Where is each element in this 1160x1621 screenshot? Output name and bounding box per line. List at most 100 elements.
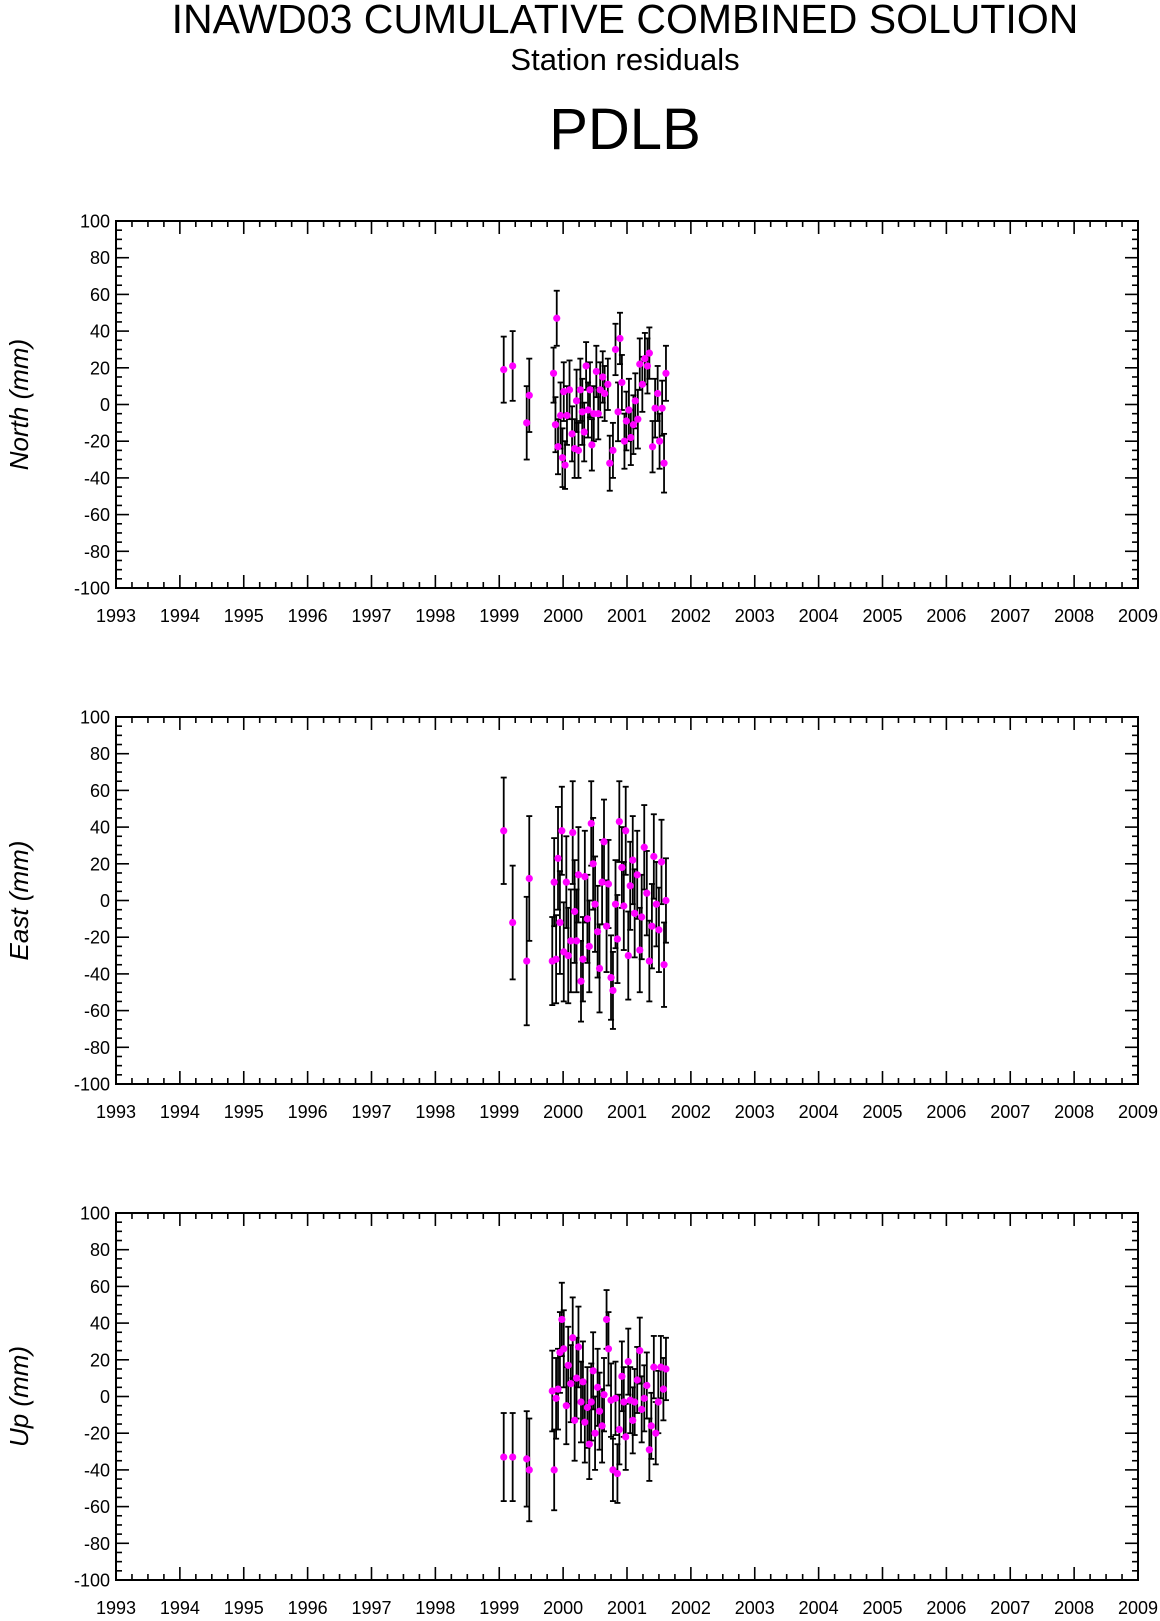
east-data-point [500,827,508,835]
north-data-point [576,386,584,394]
north-xtick-label: 2002 [671,606,711,626]
east-data-point [602,922,611,930]
up-xtick-label: 2001 [607,1598,647,1618]
north-data-point [601,389,609,398]
east-data-point [629,856,637,864]
north-data-point [660,459,668,467]
up-data-point [598,1422,606,1430]
up-data-point [548,1387,556,1395]
north-ytick-label: 100 [80,212,110,232]
east-xtick-label: 2005 [862,1102,902,1122]
north-data-point [599,373,607,381]
up-data-point [604,1345,613,1353]
east-data-point [562,878,570,886]
east-data-point [556,918,564,927]
east-data-point [589,860,597,868]
north-xtick-label: 1995 [224,606,264,626]
up-data-point [572,1374,581,1382]
east-data-point [595,964,604,972]
up-data-point [579,1378,587,1386]
east-xtick-label: 1996 [288,1102,328,1122]
east-data-point [604,880,613,888]
east-xtick-label: 2006 [926,1102,966,1122]
north-data-point [572,397,581,405]
north-data-point [553,314,561,322]
up-ytick-label: -20 [84,1424,110,1444]
up-ytick-label: 40 [90,1314,110,1334]
up-data-point [591,1429,599,1437]
east-data-point [611,900,620,908]
page-subtitle: Station residuals [510,42,740,77]
north-data-point [563,411,571,420]
up-data-point [562,1402,570,1410]
north-data-point [631,397,639,405]
up-data-point [631,1398,639,1406]
east-data-point [554,854,562,862]
up-data-point [567,1380,575,1388]
up-data-point [643,1381,651,1390]
up-data-point [611,1394,620,1402]
up-ytick-label: 80 [90,1240,110,1260]
up-data-point [647,1422,655,1430]
east-data-point [660,961,668,969]
up-xtick-label: 2005 [862,1598,902,1618]
east-xtick-label: 1993 [96,1102,136,1122]
east-data-point [564,951,572,960]
up-residuals-chart: 100 80 60 40 20 0 -20 -40 -60 -80 -100 1993 1994 1995… [4,1204,1158,1619]
east-ytick-label: -80 [84,1038,110,1058]
north-xtick-label: 2008 [1054,606,1094,626]
north-xtick-label: 1999 [479,606,519,626]
up-data-point [650,1363,658,1371]
north-xtick-label: 2003 [735,606,775,626]
north-xtick-label: 2000 [543,606,583,626]
up-ytick-label: 20 [90,1350,110,1370]
up-xtick-label: 2007 [990,1598,1030,1618]
up-data-point [550,1466,558,1474]
east-data-point [622,827,630,835]
east-xtick-label: 2001 [607,1102,647,1122]
up-data-point [615,1425,623,1434]
east-data-point [577,977,585,985]
east-xtick-label: 2008 [1054,1102,1094,1122]
north-ytick-label: 0 [100,395,110,415]
north-xtick-label: 1998 [415,606,455,626]
up-data-point [662,1365,670,1373]
up-data-point [618,1372,626,1380]
north-data-point [578,408,586,416]
east-residuals-chart: 100 80 60 40 20 0 -20 -40 -60 -80 -100 1993 1994 1995… [4,708,1158,1123]
up-data-point [523,1455,531,1463]
north-data-point [604,380,612,388]
east-data-point [523,957,531,965]
east-data-point [600,838,608,846]
north-data-point [636,360,644,368]
north-xtick-label: 2007 [990,606,1030,626]
north-ytick-label: 80 [90,248,110,268]
east-data-point [574,871,583,879]
up-xtick-label: 2008 [1054,1598,1094,1618]
east-plot-frame [115,716,1139,1085]
up-data-point [525,1466,533,1474]
north-data-point [634,415,642,423]
north-data-point [648,443,657,451]
up-data-point [560,1345,568,1353]
up-ytick-label: 100 [80,1204,110,1224]
north-data-point [594,410,602,418]
east-data-point [581,873,589,881]
east-ytick-label: 100 [80,708,110,728]
east-ytick-label: -20 [84,928,110,948]
east-data-point [585,942,593,950]
up-data-point [571,1416,579,1424]
up-data-point [552,1394,560,1402]
east-data-point [583,915,591,923]
east-xtick-label: 2004 [799,1102,839,1122]
east-data-point [624,951,632,960]
north-data-point [616,334,624,343]
east-data-point [631,909,639,917]
up-data-point [629,1416,637,1424]
east-data-point [618,863,626,872]
east-data-point [609,986,617,995]
north-data-point [622,417,630,425]
east-ytick-label: -40 [84,964,110,984]
east-data-point [650,852,658,861]
